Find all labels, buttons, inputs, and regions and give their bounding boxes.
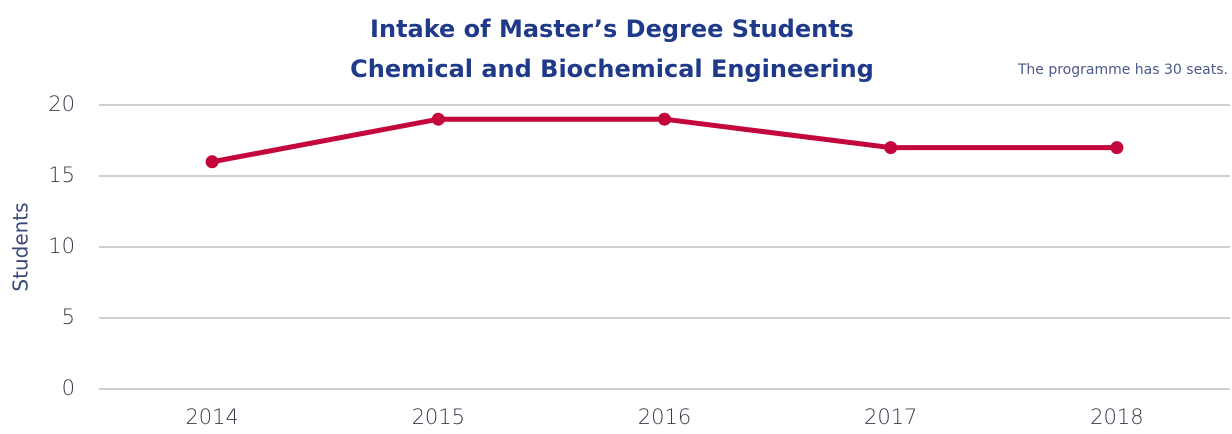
y-tick-label: 5 [62,305,75,329]
y-tick-label: 15 [48,163,75,187]
annotation: The programme has 30 seats. [1017,62,1228,78]
y-tick-label: 0 [62,376,75,400]
x-tick-label: 2014 [185,405,238,429]
point [431,112,445,126]
chart-title: Intake of Master’s Degree Students [370,15,854,43]
point [1110,141,1124,155]
x-tick-label: 2016 [638,405,691,429]
y-axis-label: Students [9,202,33,291]
point [884,141,898,155]
point [658,112,671,126]
y-tick-label: 10 [48,234,75,258]
x-tick-label: 2017 [864,405,917,429]
point [205,155,219,169]
chart-title: Chemical and Biochemical Engineering [350,55,874,83]
y-tick-label: 20 [48,92,75,116]
x-tick-label: 2018 [1090,405,1143,429]
x-tick-label: 2015 [412,405,465,429]
